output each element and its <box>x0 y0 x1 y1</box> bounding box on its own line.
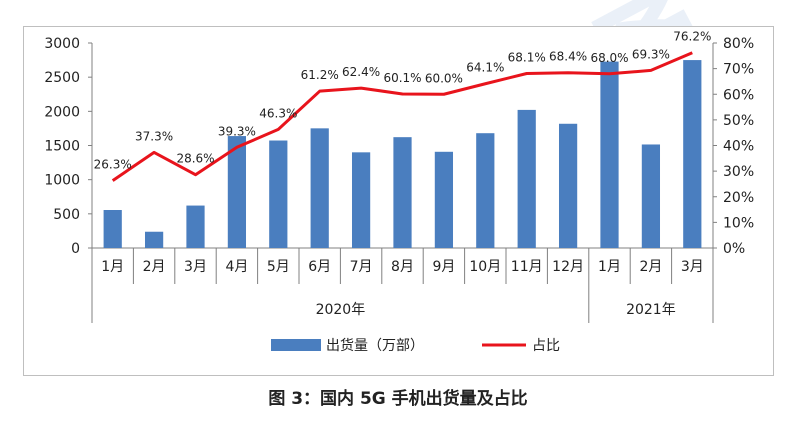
x-tick-label: 1月 <box>101 259 124 275</box>
right-tick-label: 50% <box>723 113 754 129</box>
right-tick-label: 40% <box>723 139 754 155</box>
line-data-label: 62.4% <box>342 65 380 79</box>
x-tick-label: 10月 <box>469 259 501 275</box>
line-share <box>111 51 693 182</box>
left-tick-label: 2000 <box>44 104 80 120</box>
right-tick-label: 0% <box>723 241 745 257</box>
line-data-label: 60.1% <box>383 71 421 85</box>
bar-shipment <box>227 136 247 248</box>
x-group-label: 2020年 <box>316 302 366 318</box>
line-data-label: 39.3% <box>218 124 256 138</box>
line-data-label: 68.0% <box>590 51 628 65</box>
right-tick-label: 60% <box>723 87 754 103</box>
bar-shipment <box>310 128 329 248</box>
x-group-label: 2021年 <box>626 302 676 318</box>
line-data-label: 60.0% <box>425 71 463 85</box>
legend-swatch-bar <box>271 339 321 351</box>
chart-frame: 0 500 1000 1500 2000 2500 3000 0% 10% 20% 30% 40% 50… <box>23 26 774 376</box>
bar-shipment <box>269 140 288 248</box>
x-tick-label: 11月 <box>511 259 543 275</box>
chart-caption: 图 3：国内 5G 手机出货量及占比 <box>268 389 528 409</box>
left-tick-label: 0 <box>71 241 80 257</box>
left-tick-label: 2500 <box>44 70 80 86</box>
right-tick-label: 70% <box>723 62 754 78</box>
chart-svg: 0 500 1000 1500 2000 2500 3000 0% 10% 20% 30% 40% 50… <box>44 30 754 354</box>
x-tick-label: 1月 <box>598 259 621 275</box>
x-tick-label: 2月 <box>143 259 166 275</box>
bar-shipment <box>476 133 495 248</box>
right-tick-label: 10% <box>723 215 754 231</box>
left-tick-label: 3000 <box>44 36 80 52</box>
bar-shipment <box>558 123 578 248</box>
bar-shipment <box>393 137 412 248</box>
x-tick-label: 4月 <box>225 259 248 275</box>
bar-shipment <box>186 205 205 248</box>
line-data-label: 69.3% <box>632 47 670 61</box>
bar-shipment <box>144 231 164 248</box>
x-tick-label: 3月 <box>681 259 704 275</box>
x-tick-label: 7月 <box>350 259 373 275</box>
x-tick-label: 9月 <box>432 259 455 275</box>
line-data-label: 28.6% <box>176 152 214 166</box>
line-data-label: 61.2% <box>301 68 339 82</box>
legend-label-line: 占比 <box>532 338 560 354</box>
legend-label-bar: 出货量（万部） <box>326 337 424 354</box>
right-tick-label: 80% <box>723 36 754 52</box>
line-data-label: 68.4% <box>549 50 587 64</box>
left-tick-label: 1500 <box>44 139 80 155</box>
line-data-label: 68.1% <box>508 50 546 64</box>
line-data-label: 26.3% <box>94 158 132 172</box>
bar-shipment <box>434 151 454 248</box>
x-tick-label: 8月 <box>391 259 414 275</box>
line-data-label: 76.2% <box>673 30 711 44</box>
bar-shipment <box>517 109 536 248</box>
line-data-label: 64.1% <box>466 61 504 75</box>
line-data-label: 46.3% <box>259 106 297 120</box>
bar-shipment <box>103 210 122 248</box>
right-tick-label: 20% <box>723 190 754 206</box>
right-tick-label: 30% <box>723 164 754 180</box>
left-tick-label: 500 <box>53 207 80 223</box>
line-data-label: 37.3% <box>135 129 173 143</box>
bar-shipment <box>683 60 702 249</box>
x-tick-label: 2月 <box>639 259 662 275</box>
bar-shipment <box>351 152 371 248</box>
bar-shipment <box>641 144 661 248</box>
x-tick-label: 3月 <box>184 259 207 275</box>
x-tick-label: 12月 <box>552 259 584 275</box>
left-tick-label: 1000 <box>44 173 80 189</box>
bar-shipment <box>600 61 619 248</box>
x-tick-label: 5月 <box>267 259 290 275</box>
x-tick-label: 6月 <box>308 259 331 275</box>
